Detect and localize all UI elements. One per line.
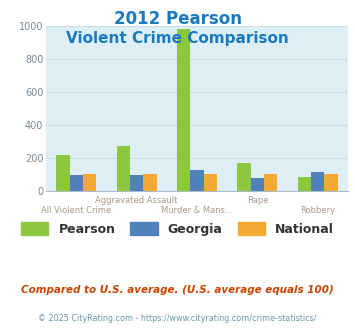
Bar — [190, 170, 204, 191]
Legend: Pearson, Georgia, National: Pearson, Georgia, National — [17, 218, 338, 240]
Bar — [143, 174, 157, 191]
Text: Rape: Rape — [247, 196, 268, 205]
Bar — [130, 175, 143, 191]
Bar — [311, 172, 324, 191]
Bar — [177, 29, 190, 191]
Text: Aggravated Assault: Aggravated Assault — [95, 196, 178, 205]
Bar — [83, 174, 96, 191]
Text: © 2025 CityRating.com - https://www.cityrating.com/crime-statistics/: © 2025 CityRating.com - https://www.city… — [38, 314, 317, 323]
Bar — [324, 174, 338, 191]
Text: Murder & Mans...: Murder & Mans... — [161, 206, 233, 215]
Bar — [251, 178, 264, 191]
Bar — [204, 174, 217, 191]
Text: All Violent Crime: All Violent Crime — [41, 206, 111, 215]
Bar — [117, 146, 130, 191]
Text: Violent Crime Comparison: Violent Crime Comparison — [66, 31, 289, 46]
Bar — [264, 174, 277, 191]
Text: 2012 Pearson: 2012 Pearson — [114, 10, 241, 28]
Text: Compared to U.S. average. (U.S. average equals 100): Compared to U.S. average. (U.S. average … — [21, 285, 334, 295]
Text: Robbery: Robbery — [300, 206, 335, 215]
Bar — [298, 178, 311, 191]
Bar — [237, 163, 251, 191]
Bar — [70, 175, 83, 191]
Bar — [56, 155, 70, 191]
